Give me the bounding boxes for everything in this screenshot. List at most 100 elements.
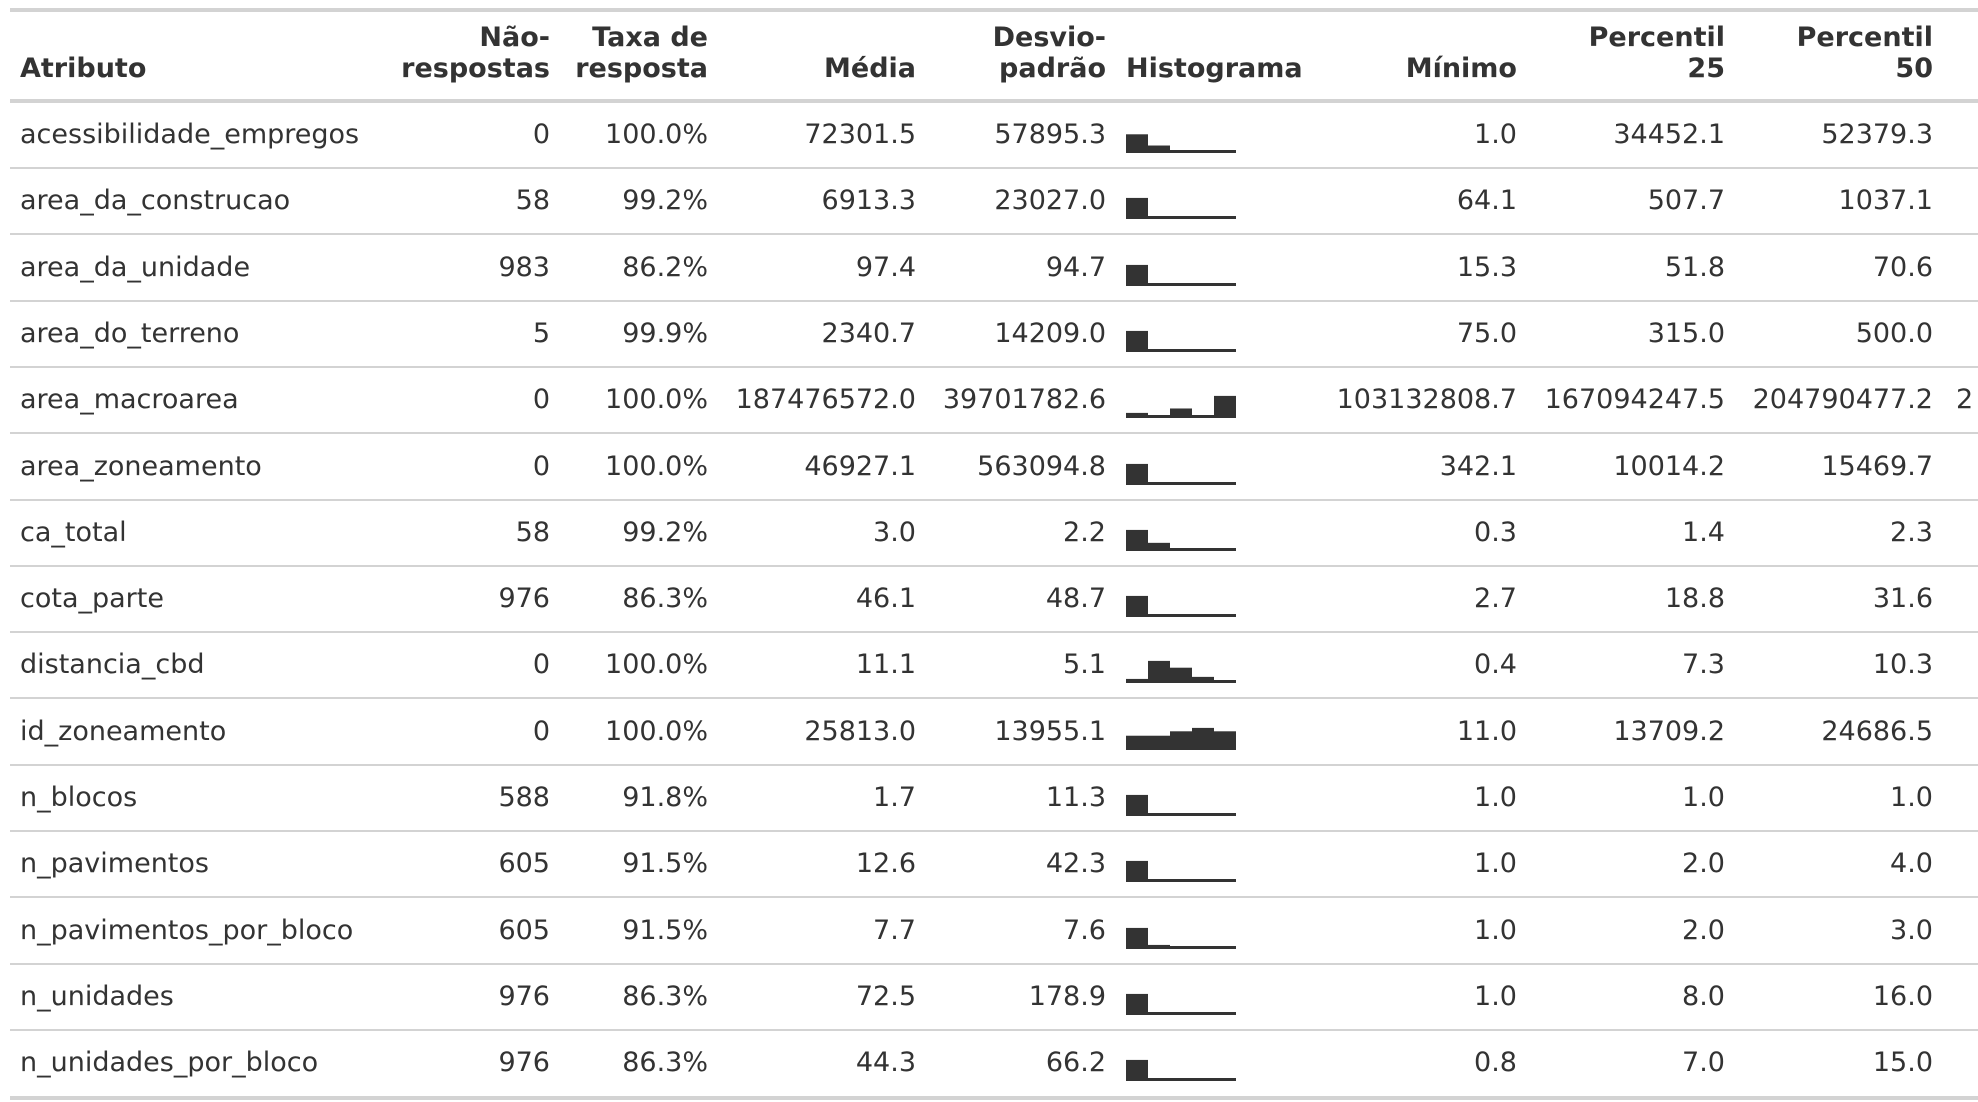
cell-percentil-50: 15.0 (1872, 1047, 1933, 1079)
cell-percentil-50: 4.0 (1890, 848, 1933, 880)
cell-nao-respostas: 0 (532, 649, 550, 681)
cell-desvio-padrao: 178.9 (1028, 980, 1106, 1012)
row-divider (10, 299, 1978, 302)
cell-atributo: n_unidades (20, 980, 174, 1012)
cell-minimo: 15.3 (1456, 251, 1517, 283)
histogram-bar (1214, 396, 1236, 419)
histogram-sparkline (1126, 596, 1236, 618)
table-row: area_macroarea 0 100.0% 187476572.0 39701782… (0, 368, 1978, 435)
cell-percentil-50: 24686.5 (1821, 715, 1933, 747)
cell-taxa-resposta: 100.0% (605, 384, 708, 416)
cell-percentil-25: 13709.2 (1613, 715, 1725, 747)
cell-atributo: n_blocos (20, 782, 138, 813)
cell-atributo: area_do_terreno (20, 317, 240, 349)
cell-atributo: n_unidades_por_bloco (20, 1047, 319, 1079)
cell-media: 2340.7 (821, 317, 916, 349)
histogram-bar (1126, 927, 1148, 949)
table-row: n_pavimentos_por_bloco 605 91.5% 7.7 7.6 1.0 2… (0, 899, 1978, 965)
cell-percentil-25: 2.0 (1682, 848, 1725, 880)
cell-desvio-padrao: 11.3 (1045, 782, 1106, 813)
histogram-bar (1170, 730, 1192, 750)
histogram-baseline (1126, 1078, 1236, 1082)
header-nao-respostas: Não- respostas (401, 22, 550, 84)
cell-percentil-25: 10014.2 (1613, 450, 1725, 482)
cell-taxa-resposta: 100.0% (605, 715, 708, 747)
cell-nao-respostas: 605 (498, 914, 550, 946)
cell-atributo: area_macroarea (20, 384, 239, 416)
cell-atributo: distancia_cbd (20, 649, 205, 681)
cell-percentil-25: 167094247.5 (1544, 384, 1725, 416)
cell-nao-respostas: 976 (498, 1047, 550, 1079)
cell-percentil-25: 34452.1 (1613, 119, 1725, 150)
histogram-bar (1148, 661, 1170, 684)
cell-minimo: 64.1 (1456, 185, 1517, 217)
histogram-bar (1126, 1060, 1148, 1082)
cell-taxa-resposta: 91.5% (622, 848, 708, 880)
table-row: cota_parte 976 86.3% 46.1 48.7 2.7 18.8 31.6 (0, 567, 1978, 634)
cell-taxa-resposta: 99.2% (622, 185, 708, 217)
cell-nao-respostas: 0 (532, 450, 550, 482)
cell-desvio-padrao: 23027.0 (994, 185, 1106, 217)
row-divider (10, 697, 1978, 700)
row-divider (10, 564, 1978, 567)
cell-desvio-padrao: 13955.1 (994, 715, 1106, 747)
histogram-bar (1126, 861, 1148, 883)
histogram-bar (1192, 727, 1214, 750)
row-divider (10, 1028, 1978, 1031)
histogram-baseline (1126, 415, 1236, 419)
header-minimo: Mínimo (1405, 53, 1517, 84)
histogram-baseline (1126, 282, 1236, 286)
histogram-bar (1126, 794, 1148, 816)
cell-taxa-resposta: 91.8% (622, 782, 708, 813)
cell-percentil-50: 2.3 (1890, 516, 1933, 548)
cell-nao-respostas: 605 (498, 848, 550, 880)
cell-media: 25813.0 (804, 715, 916, 747)
cell-taxa-resposta: 91.5% (622, 914, 708, 946)
cell-taxa-resposta: 99.2% (622, 516, 708, 548)
table-row: id_zoneamento 0 100.0% 25813.0 13955.1 11.0 13… (0, 700, 1978, 766)
histogram-sparkline (1126, 396, 1236, 419)
cell-atributo: n_pavimentos (20, 848, 209, 880)
cell-percentil-25: 1.4 (1682, 516, 1725, 548)
histogram-bar (1126, 735, 1148, 750)
cell-atributo: area_zoneamento (20, 450, 262, 482)
header-percentil-25: Percentil 25 (1588, 22, 1725, 84)
histogram-bar (1214, 730, 1236, 750)
cell-minimo: 0.3 (1474, 516, 1517, 548)
cell-minimo: 1.0 (1474, 848, 1517, 880)
histogram-bar (1192, 677, 1214, 684)
cell-desvio-padrao: 2.2 (1063, 516, 1106, 548)
cell-atributo: cota_parte (20, 583, 164, 615)
table-top-rule (10, 8, 1978, 12)
cell-percentil-50: 16.0 (1872, 980, 1933, 1012)
row-divider (10, 896, 1978, 899)
cell-media: 11.1 (855, 649, 916, 681)
histogram-sparkline (1126, 927, 1236, 949)
histogram-sparkline (1126, 661, 1236, 684)
table-row: n_unidades_por_bloco 976 86.3% 44.3 66.2 0.8 7… (0, 1031, 1978, 1097)
cell-atributo: id_zoneamento (20, 715, 227, 747)
histogram-baseline (1126, 216, 1236, 220)
cell-taxa-resposta: 86.3% (622, 1047, 708, 1079)
cell-percentil-50: 204790477.2 (1752, 384, 1933, 416)
cell-nao-respostas: 0 (532, 119, 550, 150)
table-row: n_unidades 976 86.3% 72.5 178.9 1.0 8.0 16.0 (0, 965, 1978, 1031)
cell-media: 3.0 (873, 516, 916, 548)
histogram-bar (1148, 542, 1170, 551)
cell-percentil-50: 1037.1 (1838, 185, 1933, 217)
cell-taxa-resposta: 100.0% (605, 119, 708, 150)
histogram-bar (1126, 330, 1148, 352)
histogram-sparkline (1126, 727, 1236, 750)
cell-atributo: area_da_construcao (20, 185, 291, 217)
cell-minimo: 0.4 (1474, 649, 1517, 681)
cell-desvio-padrao: 94.7 (1045, 251, 1106, 283)
cell-percentil-25: 315.0 (1647, 317, 1725, 349)
cell-media: 97.4 (855, 251, 916, 283)
table-row: area_da_construcao 58 99.2% 6913.3 23027.0 64… (0, 169, 1978, 236)
cell-media: 7.7 (873, 914, 916, 946)
cell-taxa-resposta: 100.0% (605, 649, 708, 681)
histogram-sparkline (1126, 794, 1236, 816)
cell-minimo: 342.1 (1439, 450, 1517, 482)
cell-desvio-padrao: 563094.8 (977, 450, 1106, 482)
cell-desvio-padrao: 5.1 (1063, 649, 1106, 681)
